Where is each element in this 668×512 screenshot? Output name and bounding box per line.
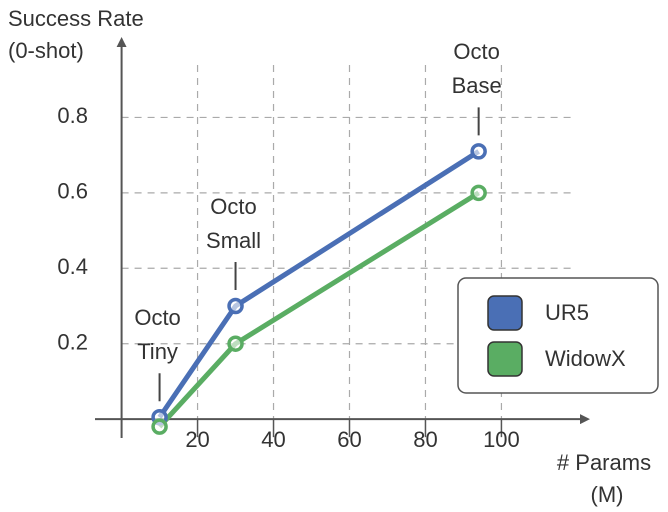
legend-label: UR5 — [545, 300, 589, 325]
y-axis-label: (0-shot) — [8, 38, 84, 63]
point — [227, 297, 244, 315]
point — [470, 184, 487, 202]
x-tick-label: 80 — [413, 427, 437, 452]
annotation: Octo — [210, 194, 256, 219]
legend-box — [457, 277, 659, 394]
point — [227, 335, 244, 352]
annotation: Octo — [453, 39, 499, 64]
y-tick-label: 0.2 — [57, 330, 88, 355]
x-tick-label: 60 — [337, 427, 361, 452]
legend-label: WidowX — [545, 346, 626, 371]
x-axis-label: (M) — [591, 482, 624, 507]
x-tick-label: 100 — [483, 427, 520, 452]
annotation: Small — [206, 228, 261, 253]
legend-swatch — [487, 295, 523, 331]
x-tick-label: 20 — [185, 427, 209, 452]
x-axis-label: # Params — [557, 450, 651, 475]
y-tick-label: 0.8 — [57, 103, 88, 128]
annotation: Tiny — [137, 339, 178, 364]
annotation: Octo — [134, 305, 180, 330]
legend-swatch — [487, 341, 523, 377]
x-tick-label: 40 — [261, 427, 285, 452]
y-tick-label: 0.6 — [57, 179, 88, 204]
point — [470, 143, 487, 160]
y-axis-label: Success Rate — [8, 6, 144, 31]
y-tick-label: 0.4 — [57, 254, 88, 279]
point — [151, 418, 168, 435]
annotation: Base — [452, 73, 502, 98]
